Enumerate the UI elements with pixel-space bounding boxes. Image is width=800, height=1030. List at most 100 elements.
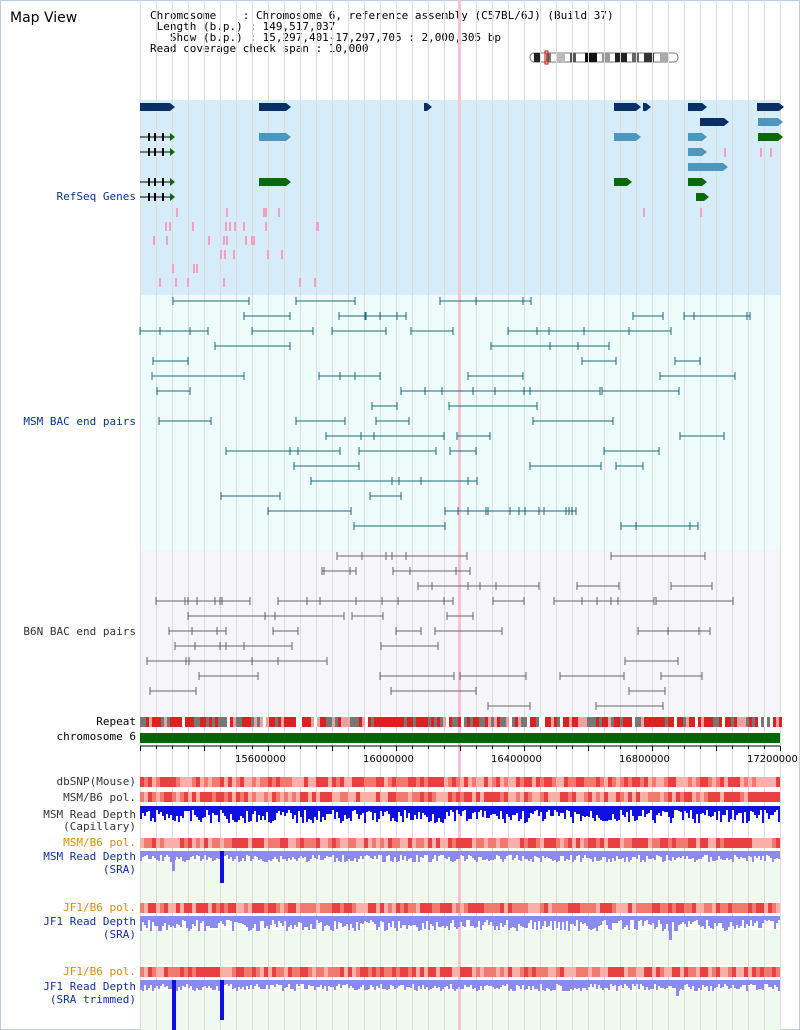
depth-bar <box>656 851 658 855</box>
repeat-segment <box>629 717 632 727</box>
depth-bar <box>506 980 508 984</box>
depth-bar <box>246 980 248 986</box>
depth-bar <box>332 851 334 855</box>
depth-bar <box>492 851 494 860</box>
track-label-refseq[interactable]: RefSeq Genes <box>56 190 136 203</box>
depth-bar <box>216 916 218 928</box>
polymorphism-cell <box>308 838 312 848</box>
gene-block <box>696 193 704 201</box>
depth-bar <box>494 851 496 859</box>
depth-bar <box>570 916 572 924</box>
depth-bar <box>190 806 192 821</box>
depth-bar <box>484 916 486 922</box>
polymorphism-cell <box>188 903 192 913</box>
polymorphism-cell <box>196 777 200 787</box>
repeat-segment <box>662 717 665 727</box>
polymorphism-cell <box>584 967 588 977</box>
depth-bar <box>310 851 312 859</box>
depth-bar <box>658 916 660 920</box>
depth-bar <box>332 806 334 810</box>
repeat-segment <box>335 717 338 727</box>
depth-bar <box>606 980 608 988</box>
depth-bar <box>500 851 502 859</box>
small-rna <box>265 222 267 231</box>
depth-bar <box>356 980 358 990</box>
polymorphism-cell <box>264 838 268 848</box>
depth-bar <box>370 980 372 985</box>
depth-bar <box>408 851 410 859</box>
polymorphism-cell <box>608 967 612 977</box>
depth-bar <box>290 916 292 925</box>
depth-bar <box>722 980 724 987</box>
polymorphism-cell <box>220 838 224 848</box>
depth-bar <box>528 806 530 818</box>
depth-bar <box>560 806 562 813</box>
polymorphism-cell <box>576 777 580 787</box>
polymorphism-cell <box>708 838 712 848</box>
depth-bar <box>682 806 684 820</box>
polymorphism-cell <box>416 967 420 977</box>
depth-bar <box>222 916 224 924</box>
repeat-segment <box>215 717 218 727</box>
polymorphism-cell <box>172 792 176 802</box>
polymorphism-cell <box>744 967 748 977</box>
depth-bar <box>584 806 586 817</box>
depth-bar <box>624 980 626 984</box>
track-label-b6n-bac[interactable]: B6N BAC end pairs <box>23 625 136 638</box>
depth-bar <box>264 851 266 862</box>
depth-bar <box>636 851 638 859</box>
depth-bar <box>180 980 182 990</box>
depth-bar <box>716 916 718 926</box>
depth-bar <box>454 806 456 821</box>
repeat-segment <box>476 717 479 727</box>
polymorphism-cell <box>444 903 448 913</box>
polymorphism-cell <box>292 838 296 848</box>
depth-bar <box>392 980 394 986</box>
depth-bar <box>158 806 160 814</box>
depth-bar <box>318 980 320 987</box>
polymorphism-cell <box>764 903 768 913</box>
polymorphism-cell <box>348 903 352 913</box>
gene-block <box>614 178 627 186</box>
depth-bar <box>252 851 254 859</box>
depth-bar <box>714 916 716 923</box>
depth-bar <box>628 806 630 822</box>
depth-bar <box>192 806 194 810</box>
depth-bar <box>770 916 772 921</box>
depth-bar <box>564 916 566 930</box>
depth-bar <box>438 851 440 856</box>
depth-bar <box>206 980 208 988</box>
depth-bar <box>712 806 714 816</box>
polymorphism-cell <box>548 838 552 848</box>
polymorphism-cell <box>280 792 284 802</box>
depth-bar <box>630 916 632 920</box>
depth-bar <box>498 916 500 930</box>
polymorphism-cell <box>544 777 548 787</box>
depth-bar <box>242 980 244 987</box>
polymorphism-cell <box>452 967 456 977</box>
depth-bar <box>274 851 276 857</box>
gene-arrow <box>636 133 641 141</box>
polymorphism-cell <box>492 777 496 787</box>
polymorphism-cell <box>468 777 472 787</box>
depth-bar <box>522 980 524 985</box>
depth-bar <box>544 806 546 819</box>
depth-bar <box>682 980 684 990</box>
depth-bar <box>198 916 200 931</box>
exon <box>162 193 164 201</box>
depth-bar <box>596 916 598 931</box>
depth-bar <box>346 980 348 984</box>
gene-arrow <box>627 178 632 186</box>
track-label-msm-bac[interactable]: MSM BAC end pairs <box>23 415 136 428</box>
polymorphism-cell <box>508 777 512 787</box>
depth-bar <box>318 916 320 923</box>
polymorphism-cell <box>252 903 256 913</box>
depth-bar <box>202 980 204 987</box>
depth-bar <box>422 806 424 813</box>
gene-block <box>688 103 702 111</box>
depth-bar <box>472 851 474 858</box>
track-label-msm-depth-sra-sub: (SRA) <box>102 863 136 876</box>
depth-bar <box>390 916 392 927</box>
polymorphism-cell <box>508 967 512 977</box>
